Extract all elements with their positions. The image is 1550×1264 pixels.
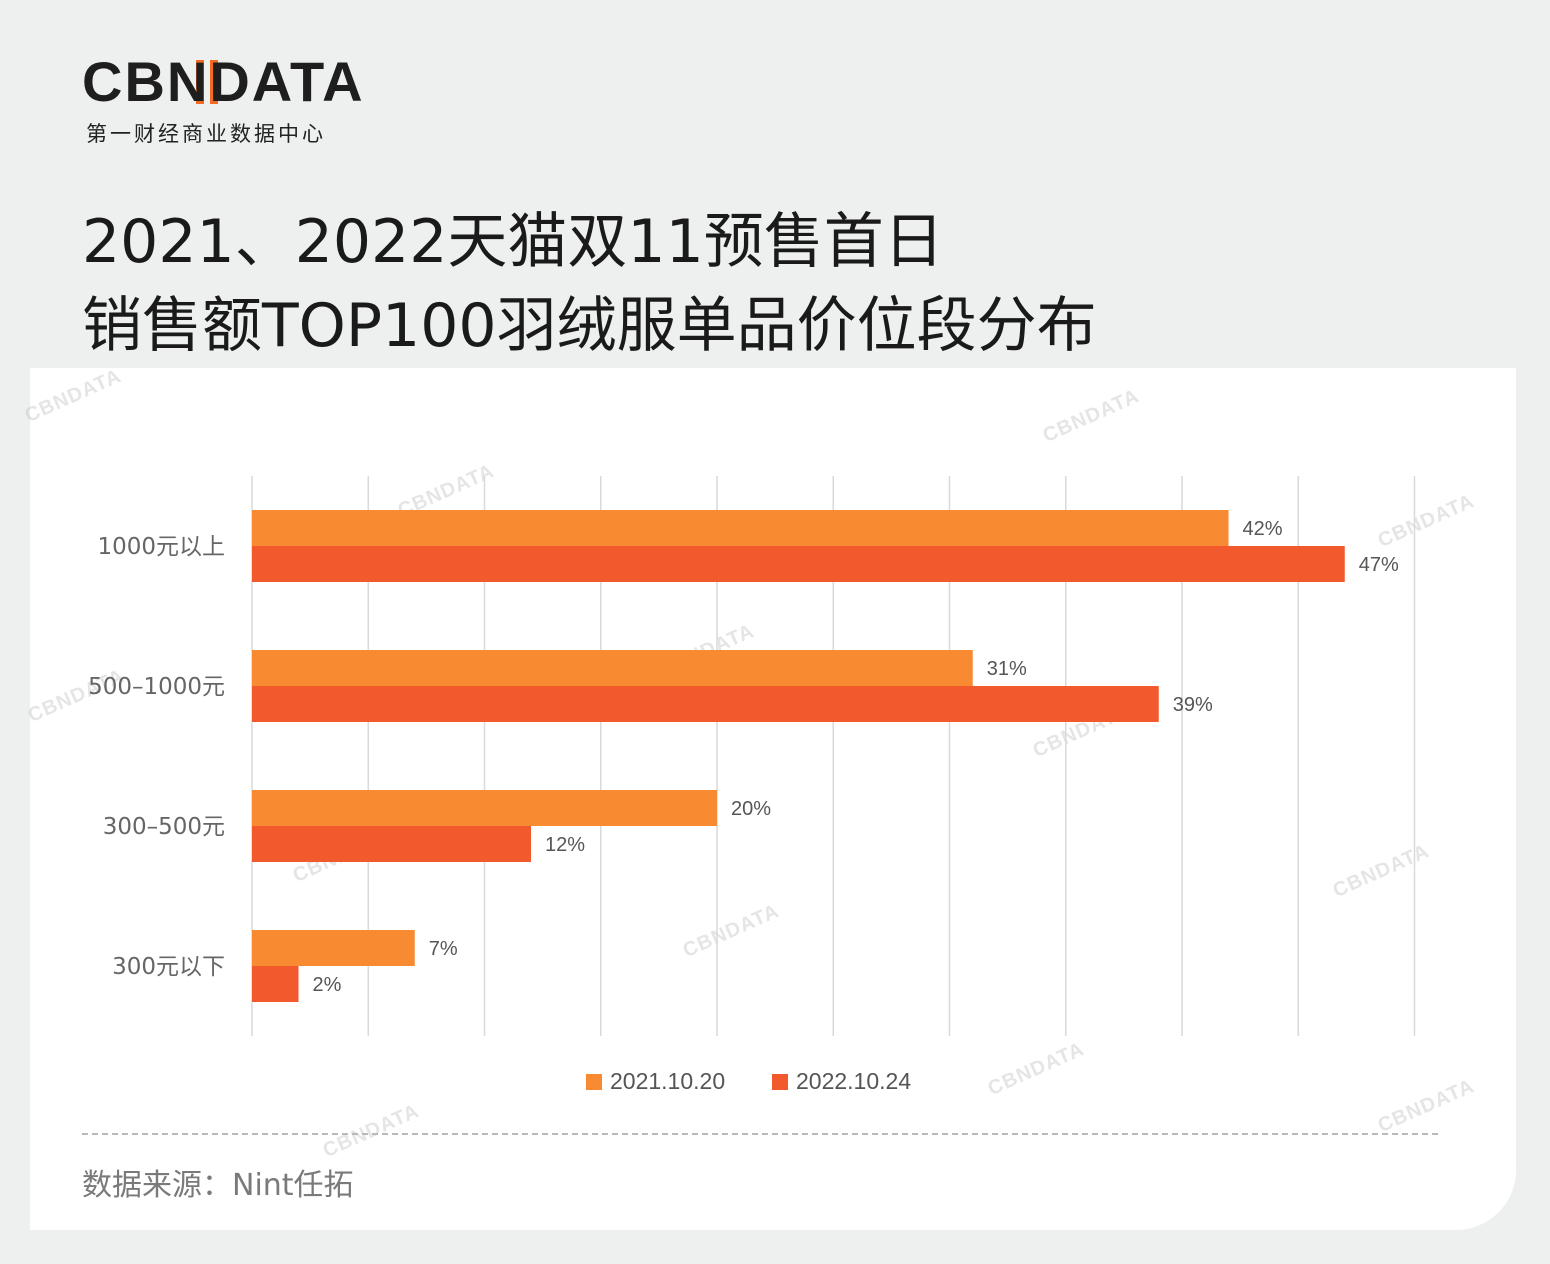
bar (252, 650, 973, 686)
legend-label-2022: 2022.10.24 (796, 1068, 912, 1094)
data-label: 42% (1243, 518, 1283, 540)
bar (252, 686, 1159, 722)
chart-title-line-1: 2021、2022天猫双11预售首日 (82, 207, 944, 277)
data-label: 20% (731, 798, 771, 820)
data-label: 47% (1359, 554, 1399, 576)
data-label: 7% (429, 938, 458, 960)
chart-legend: 2021.10.20 2022.10.24 (0, 1068, 1550, 1098)
chart-title: 2021、2022天猫双11预售首日 销售额TOP100羽绒服单品价位段分布 (82, 200, 1097, 368)
bar (252, 790, 717, 826)
data-label: 12% (545, 834, 585, 856)
legend-swatch-2021 (586, 1073, 602, 1090)
category-label: 300元以下 (112, 954, 225, 980)
bar (252, 966, 299, 1002)
data-source: 数据来源：Nint任拓 (82, 1168, 354, 1203)
bar (252, 826, 531, 862)
legend-label-2021: 2021.10.20 (610, 1068, 726, 1094)
logo-accent-icon (196, 60, 218, 104)
logo-subtitle: 第一财经商业数据中心 (86, 122, 326, 146)
logo-wordmark: CBNDATA (82, 50, 365, 113)
bar (252, 510, 1229, 546)
chart-title-line-2: 销售额TOP100羽绒服单品价位段分布 (82, 291, 1097, 361)
category-label: 300–500元 (103, 814, 225, 840)
bar (252, 546, 1345, 582)
legend-item-2022: 2022.10.24 (772, 1068, 911, 1095)
data-label: 31% (987, 658, 1027, 680)
category-label: 1000元以上 (97, 534, 225, 560)
bar (252, 930, 415, 966)
data-label: 39% (1173, 694, 1213, 716)
category-label: 500–1000元 (88, 674, 225, 700)
legend-item-2021: 2021.10.20 (586, 1068, 725, 1095)
legend-swatch-2022 (772, 1073, 788, 1090)
data-label: 2% (313, 974, 342, 996)
dashed-divider (82, 1133, 1438, 1135)
